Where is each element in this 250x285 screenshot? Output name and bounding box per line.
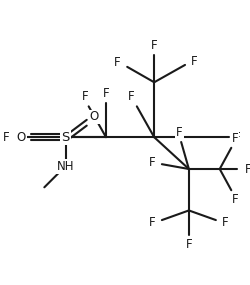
Text: F: F xyxy=(82,90,88,103)
Text: F: F xyxy=(191,54,198,68)
Text: F: F xyxy=(222,217,229,229)
Text: O: O xyxy=(90,111,99,123)
Text: O: O xyxy=(16,131,26,144)
Text: F: F xyxy=(186,238,192,251)
Text: F: F xyxy=(114,56,121,70)
Text: F: F xyxy=(149,156,156,169)
Text: F: F xyxy=(151,39,158,52)
Text: F: F xyxy=(103,87,109,100)
Text: F: F xyxy=(176,126,182,139)
Text: F: F xyxy=(3,131,10,144)
Text: S: S xyxy=(61,131,70,144)
Text: F: F xyxy=(232,193,238,206)
Text: NH: NH xyxy=(57,160,74,173)
Text: F: F xyxy=(149,217,156,229)
Text: F: F xyxy=(128,90,134,103)
Text: F: F xyxy=(245,162,250,176)
Text: F: F xyxy=(234,131,241,144)
Text: F: F xyxy=(232,132,238,145)
